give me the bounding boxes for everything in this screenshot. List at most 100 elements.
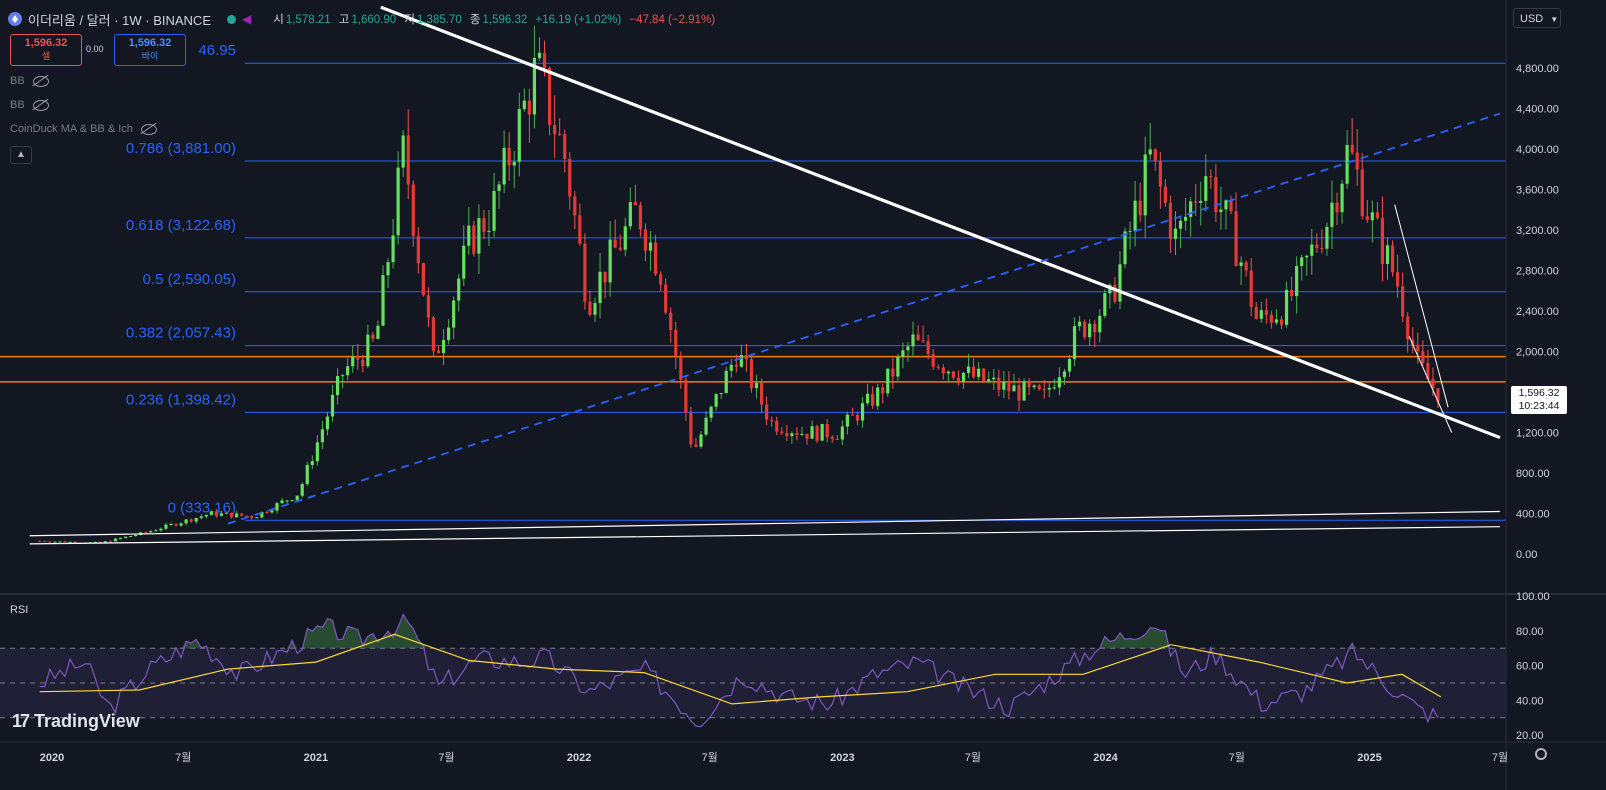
candle-body [1274,319,1279,323]
candle-body [704,417,708,435]
candle-body [891,368,895,377]
candle-body [235,513,239,518]
candle-body [997,377,1001,390]
open-value: 1,578.21 [285,14,331,26]
rsi-line [39,613,1439,728]
candle-body [1295,265,1299,297]
candle-body [285,500,289,502]
time-tick-label: 7월 [702,751,718,764]
time-tick-label: 7월 [175,751,191,764]
candle-body [664,284,668,313]
candle-body [820,424,824,441]
price-tick-label: 400.00 [1516,509,1550,521]
rsi-tick-label: 40.00 [1516,695,1544,707]
candle-body [1148,149,1152,155]
open-label: 시 [273,14,284,26]
candle-body [1370,212,1374,221]
time-tick-label: 7월 [965,751,981,764]
candle-body [351,356,355,367]
candle-body [1431,378,1435,389]
indicator-label: BB [10,75,25,87]
candle-body [669,312,673,330]
candle-body [850,414,855,416]
candle-body [346,366,350,376]
symbol-header: 이더리움 / 달러 · 1W · BINANCE ◀ 시 1,578.21 고 1,… [8,10,720,28]
candle-body [1421,351,1425,364]
candle-body [1199,200,1203,203]
trendlines[interactable] [29,5,1501,545]
price-tick-label: 3,600.00 [1516,185,1559,197]
candle-body [558,134,562,136]
candle-body [1320,247,1324,249]
candle-body [1411,339,1415,345]
candle-body [462,245,466,279]
candle-body [881,387,885,394]
indicator-row-bb-1[interactable]: BB [10,75,49,87]
buy-button[interactable]: 1,596.32 바이 [114,34,186,66]
candle-body [436,350,441,354]
eye-hidden-icon[interactable] [32,99,49,111]
candle-body [800,433,804,435]
buy-price: 1,596.32 [128,37,172,49]
candle-body [1083,321,1087,338]
candle-body [1401,286,1405,317]
candle-body [946,371,950,374]
tradingview-logo[interactable]: 17 TradingView [12,711,140,732]
candle-body [689,412,693,445]
candle-body [1229,200,1233,212]
candle-body [1128,230,1132,232]
time-tick-label: 2021 [304,752,328,764]
candle-body [1047,387,1051,390]
fibonacci-retracement[interactable]: 0 (333.16) 0.236 (1,398.42) 0.382 (2,057.4… [126,42,1506,521]
candle-body [1052,387,1056,389]
candle-body [1390,245,1395,273]
rsi-pane-label[interactable]: RSI [10,604,29,616]
candle-body [613,239,617,248]
candle-body [356,356,360,360]
currency-selector[interactable]: USD ▼ [1513,8,1561,28]
candle-body [865,393,870,404]
symbol-title[interactable]: 이더리움 / 달러 · 1W · BINANCE [28,12,211,28]
candle-body [214,511,219,516]
collapse-legend-button[interactable]: ▲ [10,146,32,164]
currency-label: USD [1520,13,1544,25]
candle-body [1088,323,1092,338]
candle-body [1027,381,1031,388]
candle-body [623,226,627,250]
eye-hidden-icon[interactable] [140,123,157,135]
candle-body [366,334,370,367]
candle-body [593,303,597,315]
candle-body [174,523,178,526]
candle-body [1350,144,1354,153]
candle-body [1168,202,1173,239]
candle-body [421,263,425,296]
candle-body [250,516,254,518]
market-open-icon [227,14,236,24]
fib-level-label: 0.5 (2,590.05) [143,271,236,288]
candle-body [517,109,521,162]
candle-body [229,512,234,518]
candle-body [830,437,834,439]
candle-body [255,517,259,519]
indicator-row-coinduck[interactable]: CoinDuck MA & BB & Ich [10,123,157,135]
candle-body [63,541,67,543]
change-value: +16.19 (+1.02%) [535,14,622,26]
gear-icon[interactable] [1535,748,1547,760]
candle-body [1012,385,1016,392]
last-price-value: 1,596.32 [1518,387,1560,399]
sell-button[interactable]: 1,596.32 셀 [10,34,82,66]
candle-body [588,301,592,315]
candle-body [860,403,865,421]
candle-body [810,426,814,439]
candle-body [845,414,849,427]
low-value: 1,385.70 [416,14,462,26]
candle-body [320,429,325,443]
indicator-row-bb-2[interactable]: BB [10,99,49,111]
eye-hidden-icon[interactable] [32,75,49,87]
candle-body [987,379,991,382]
candle-body [961,372,966,382]
time-tick-label: 2020 [40,752,64,764]
candle-body [1340,183,1344,213]
sell-label: 셀 [41,51,51,61]
